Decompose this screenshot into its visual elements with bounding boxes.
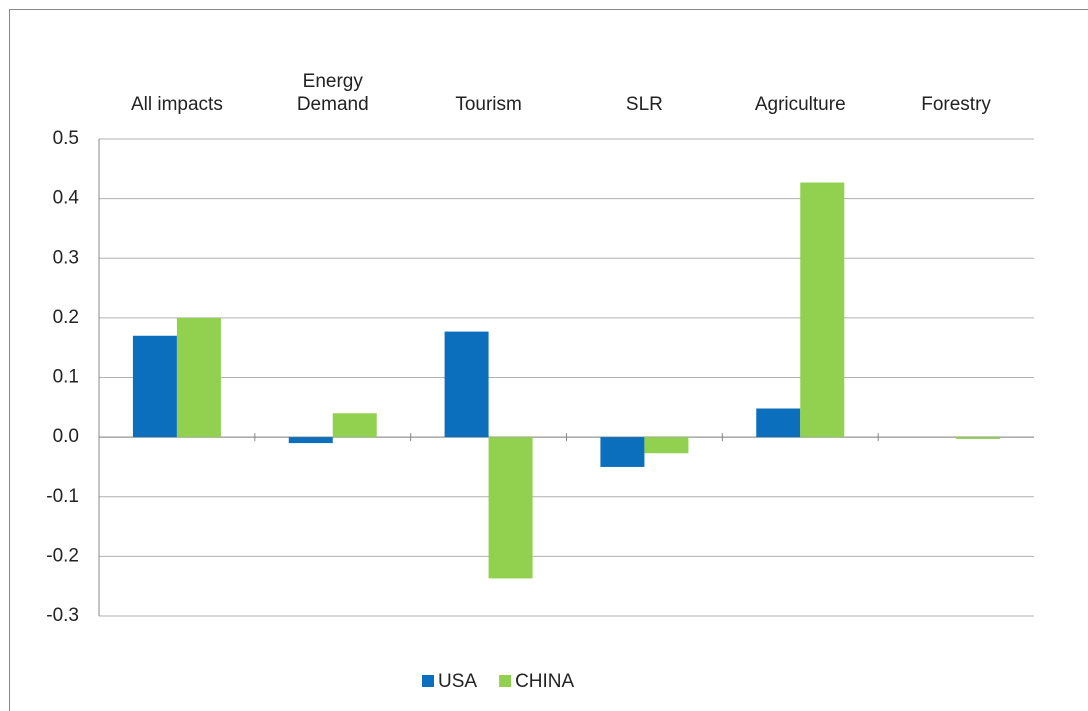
y-tick-label: 0.0 xyxy=(53,426,79,447)
y-tick-label: -0.1 xyxy=(46,486,79,507)
bar xyxy=(800,182,845,438)
bar xyxy=(644,437,689,454)
y-tick-label: 0.5 xyxy=(53,128,79,149)
bar xyxy=(756,408,801,438)
bar xyxy=(444,331,489,438)
x-tick-label: Energy Demand xyxy=(296,71,369,115)
bar xyxy=(956,437,1001,439)
bar xyxy=(132,335,177,438)
bar xyxy=(332,413,377,438)
x-tick-label: Tourism xyxy=(455,94,522,115)
x-tick-label: SLR xyxy=(625,94,663,115)
y-tick-label: 0.1 xyxy=(53,367,79,388)
y-tick-label: -0.2 xyxy=(46,545,79,566)
y-tick-label: 0.2 xyxy=(53,307,79,328)
legend-label: CHINA xyxy=(515,671,574,692)
x-tick-label: Agriculture xyxy=(754,94,846,115)
y-tick-label: 0.3 xyxy=(53,247,79,268)
bar xyxy=(288,437,333,444)
bar xyxy=(176,317,221,438)
x-tick-label: Forestry xyxy=(921,94,991,115)
bar xyxy=(488,437,533,579)
chart-border xyxy=(9,9,1088,711)
bar xyxy=(600,437,645,467)
x-tick-label: All impacts xyxy=(130,94,223,115)
legend-swatch xyxy=(422,675,434,687)
y-tick-label: 0.4 xyxy=(53,188,80,209)
y-tick-label: -0.3 xyxy=(46,605,79,626)
legend-label: USA xyxy=(438,671,477,692)
legend-swatch xyxy=(499,675,512,687)
